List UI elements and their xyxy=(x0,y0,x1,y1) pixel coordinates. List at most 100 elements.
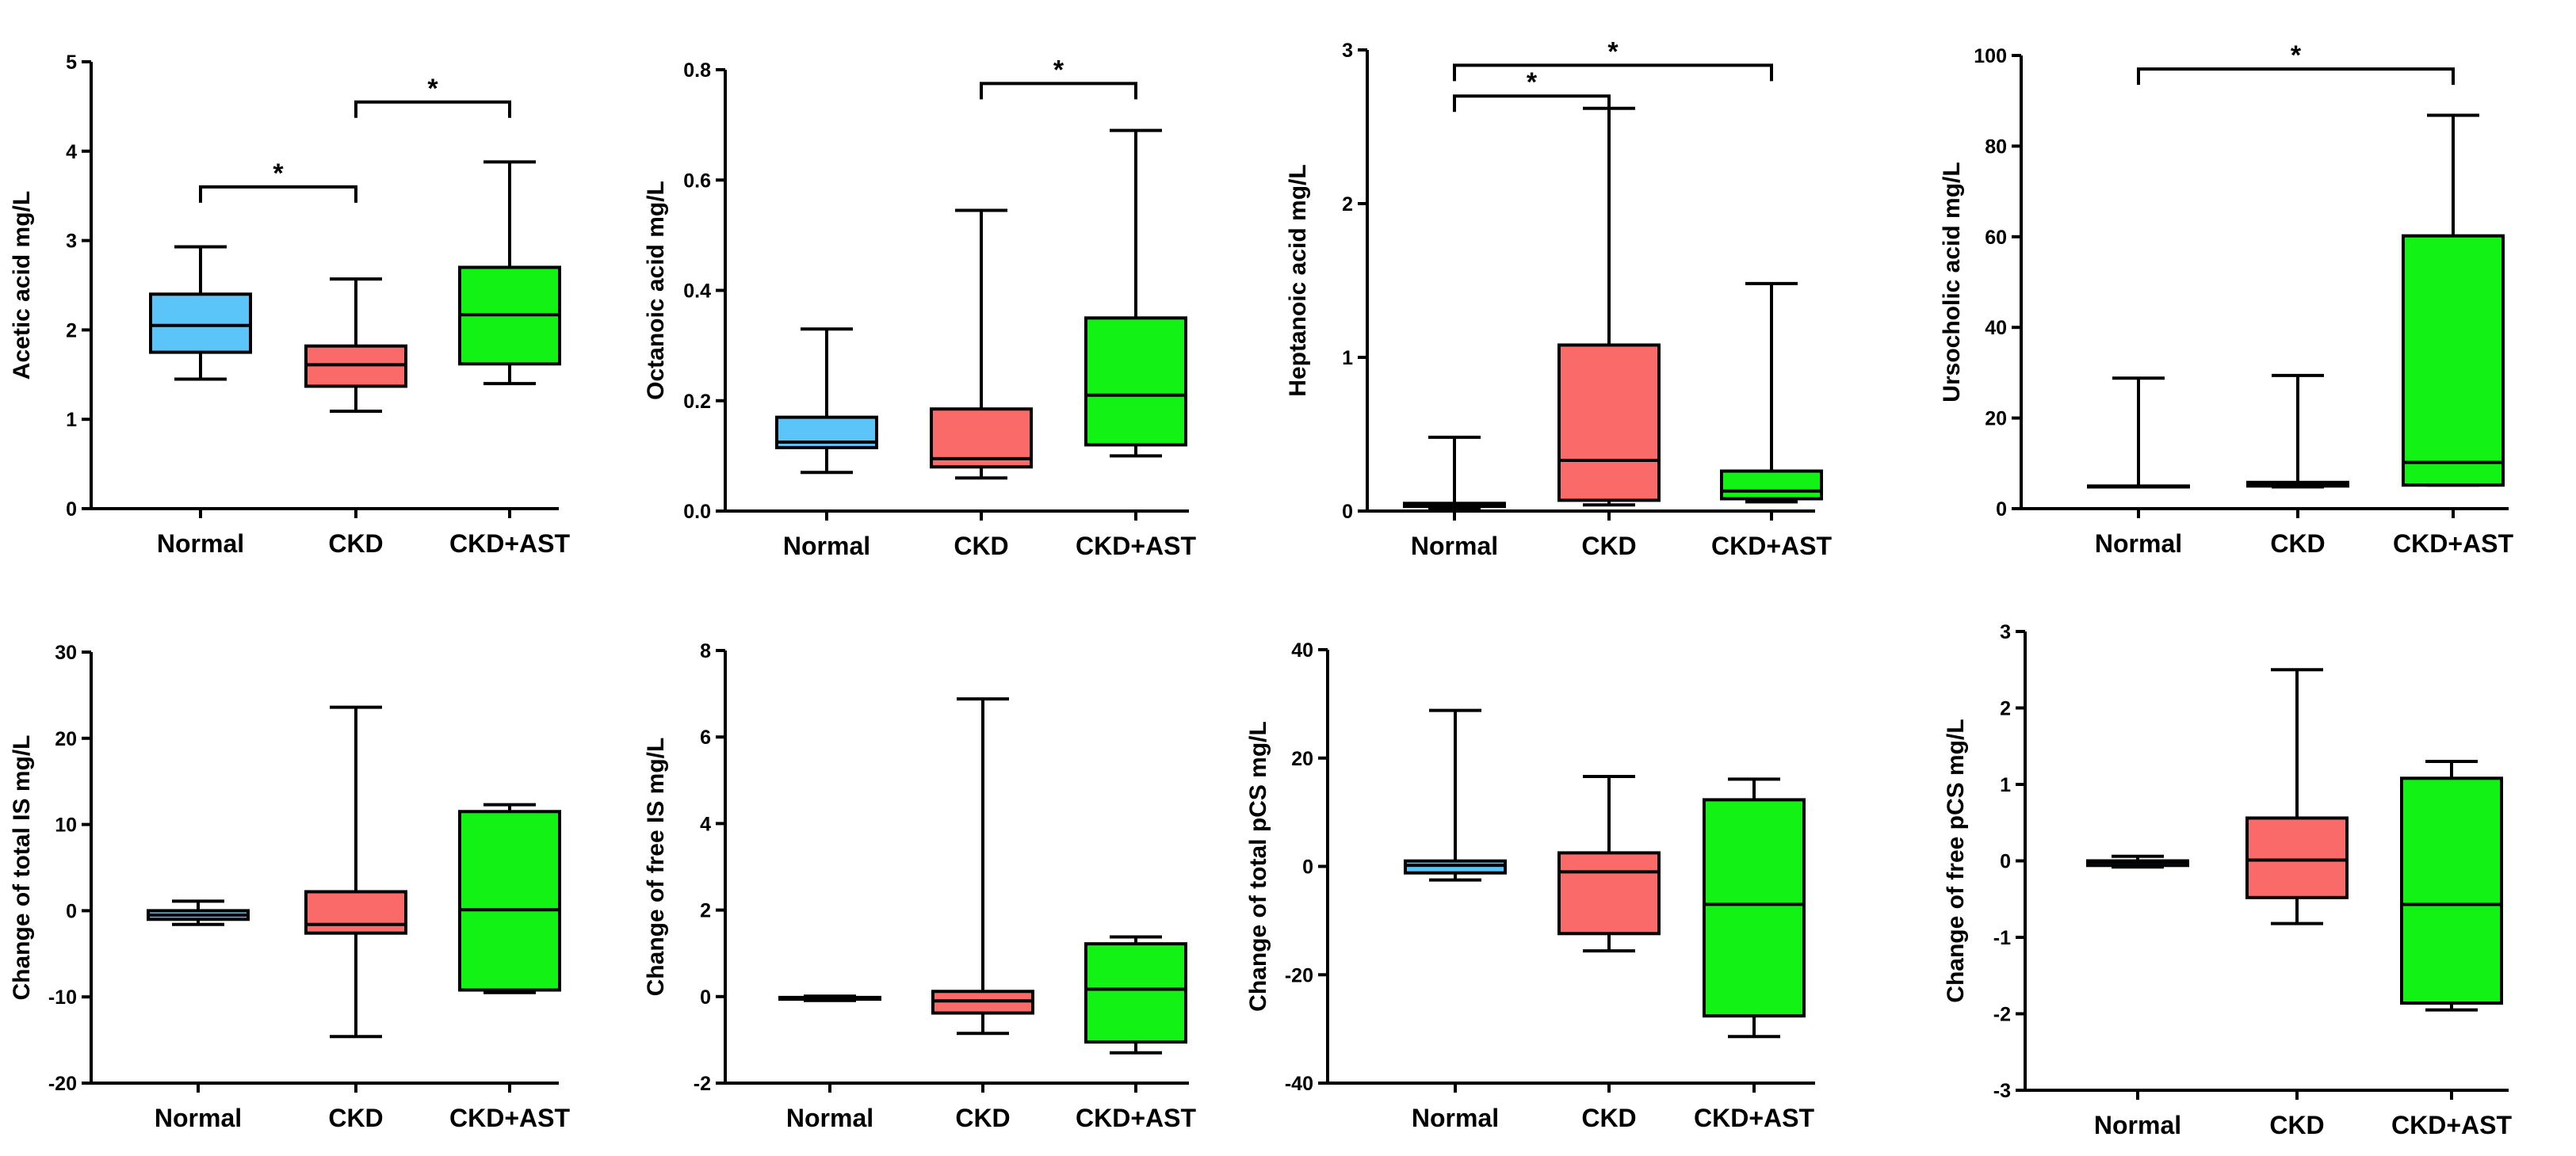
y-tick-label: 30 xyxy=(55,642,77,664)
box-ckd-plus-ast xyxy=(458,160,561,386)
y-axis-title: Change of total IS mg/L xyxy=(9,735,35,1001)
x-tick-label: CKD xyxy=(954,532,1008,560)
x-tick-label: Normal xyxy=(2094,1111,2181,1139)
significance-star: * xyxy=(2291,40,2302,71)
y-tick-label: 20 xyxy=(1291,748,1313,770)
y-tick-label: 20 xyxy=(1985,408,2007,430)
x-tick-label: Normal xyxy=(1411,532,1498,560)
significance-bracket: * xyxy=(1453,67,1611,113)
bracket-line xyxy=(1453,63,1773,82)
panel-8: -3 -2 -1 0 1 2 3 Change of free pCS mg/L Normal C… xyxy=(1943,621,2512,1139)
iqr-box xyxy=(2245,816,2349,899)
iqr-box xyxy=(1720,469,1823,501)
iqr-box xyxy=(149,292,252,354)
y-axis-title: Heptanoic acid mg/L xyxy=(1285,164,1311,396)
y-tick-label: 2 xyxy=(1342,193,1353,216)
panel-7: -40 -20 0 20 40 Change of total pCS mg/L Norma… xyxy=(1245,639,1815,1132)
box-normal xyxy=(2087,376,2190,489)
box-ckd-plus-ast xyxy=(2400,760,2503,1012)
y-tick-label: -1 xyxy=(1993,927,2011,949)
y-tick-label: 6 xyxy=(700,727,711,749)
y-axis-title: Change of free pCS mg/L xyxy=(1943,719,1969,1002)
iqr-box xyxy=(458,810,561,992)
y-axis-title: Ursocholic acid mg/L xyxy=(1939,162,1965,402)
y-axis-title: Change of total pCS mg/L xyxy=(1245,721,1271,1012)
significance-bracket: * xyxy=(199,158,357,203)
x-tick-label: Normal xyxy=(155,1104,242,1132)
box-normal xyxy=(778,994,881,1002)
box-ckd-plus-ast xyxy=(1084,935,1187,1055)
bracket-line xyxy=(354,100,511,118)
x-tick-label: Normal xyxy=(783,532,870,560)
panel-5: -20 -10 0 10 20 30 Change of total IS mg/L Norm… xyxy=(9,642,570,1132)
y-tick-label: -2 xyxy=(694,1073,711,1095)
significance-bracket: * xyxy=(980,55,1137,100)
y-tick-label: 0 xyxy=(2000,851,2011,873)
x-tick-label: CKD xyxy=(328,529,383,558)
panel-1: 0 1 2 3 4 5 Acetic acid mg/L Normal CKD CKD+AST * * xyxy=(9,52,570,558)
box-normal xyxy=(775,327,878,475)
y-tick-label: 10 xyxy=(55,815,77,837)
x-tick-label: CKD+AST xyxy=(1694,1104,1814,1132)
y-tick-label: 0 xyxy=(66,900,77,922)
box-ckd xyxy=(304,705,407,1039)
y-tick-label: 3 xyxy=(66,231,77,253)
y-tick-label: 0.8 xyxy=(683,59,711,82)
bracket-line xyxy=(980,82,1137,100)
x-tick-label: CKD xyxy=(328,1104,383,1132)
y-tick-label: 0 xyxy=(1996,498,2007,521)
y-tick-label: 100 xyxy=(1974,45,2007,67)
y-tick-label: 0.2 xyxy=(683,391,711,413)
x-tick-label: CKD xyxy=(955,1104,1010,1132)
panel-3: 0 1 2 3 Heptanoic acid mg/L Normal CKD CKD+AST *… xyxy=(1285,36,1832,560)
y-tick-label: 0 xyxy=(66,498,77,521)
x-tick-label: CKD+AST xyxy=(1076,532,1196,560)
y-tick-label: 40 xyxy=(1985,317,2007,339)
y-tick-label: 0 xyxy=(1342,501,1353,523)
y-tick-label: 0 xyxy=(700,986,711,1009)
significance-star: * xyxy=(273,158,284,189)
y-tick-label: 2 xyxy=(66,319,77,341)
x-tick-label: CKD xyxy=(2270,529,2325,558)
x-tick-label: CKD xyxy=(1581,1104,1636,1132)
box-ckd-plus-ast xyxy=(1084,128,1187,458)
y-tick-label: 3 xyxy=(1342,40,1353,62)
y-tick-label: 0.4 xyxy=(683,280,711,303)
y-tick-label: 20 xyxy=(55,728,77,750)
iqr-box xyxy=(1703,798,1806,1018)
significance-bracket: * xyxy=(2137,40,2455,86)
significance-star: * xyxy=(1053,55,1064,85)
x-tick-label: CKD+AST xyxy=(449,529,570,558)
x-tick-label: Normal xyxy=(1412,1104,1499,1132)
significance-bracket: * xyxy=(1453,36,1773,82)
x-tick-label: Normal xyxy=(786,1104,873,1132)
box-ckd xyxy=(2246,373,2349,489)
iqr-box xyxy=(1084,942,1187,1044)
y-tick-label: -2 xyxy=(1993,1004,2011,1026)
iqr-box xyxy=(1084,316,1187,447)
panel-6: -2 0 2 4 6 8 Change of free IS mg/L Normal CKD CK… xyxy=(643,640,1196,1132)
y-tick-label: 3 xyxy=(2000,621,2011,643)
bracket-line xyxy=(2137,67,2455,86)
iqr-box xyxy=(2400,776,2503,1005)
significance-star: * xyxy=(1527,67,1538,97)
box-normal xyxy=(149,245,252,381)
box-ckd xyxy=(1557,106,1661,507)
y-tick-label: 1 xyxy=(66,409,77,431)
y-tick-label: 60 xyxy=(1985,227,2007,249)
box-ckd xyxy=(931,697,1034,1036)
x-tick-label: CKD+AST xyxy=(1711,532,1832,560)
iqr-box xyxy=(1404,859,1507,875)
box-ckd xyxy=(1557,774,1661,953)
box-normal xyxy=(147,899,250,926)
y-axis-title: Change of free IS mg/L xyxy=(643,738,669,997)
y-tick-label: 5 xyxy=(66,52,77,74)
significance-bracket: * xyxy=(354,74,511,118)
y-tick-label: -40 xyxy=(1285,1073,1313,1095)
y-tick-label: 4 xyxy=(700,813,711,835)
bracket-line xyxy=(199,185,357,203)
y-tick-label: -3 xyxy=(1993,1080,2011,1102)
y-tick-label: 2 xyxy=(700,900,711,922)
x-tick-label: CKD+AST xyxy=(1076,1104,1196,1132)
